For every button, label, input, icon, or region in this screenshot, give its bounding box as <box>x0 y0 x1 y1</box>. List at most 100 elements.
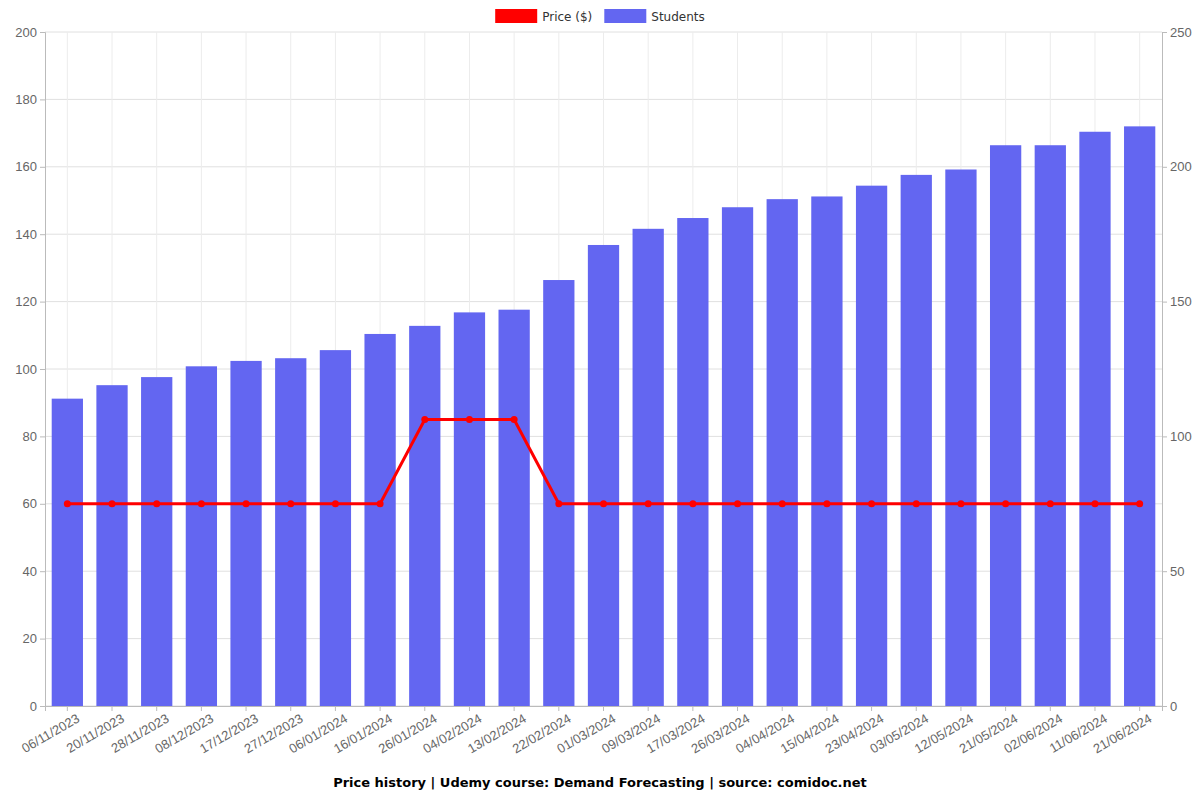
axis-line <box>46 707 1163 712</box>
bar <box>499 310 530 706</box>
marker <box>1002 500 1009 507</box>
line <box>67 420 1139 504</box>
marker <box>198 500 205 507</box>
tick: 0 <box>30 699 45 714</box>
bar <box>990 145 1021 706</box>
tick-label: 50 <box>1170 564 1184 579</box>
tick-mark <box>692 706 693 711</box>
chart: 0 20 40 60 80 100 120 140 160 180 2000 50 100 150 200 2… <box>0 0 1200 800</box>
y2-axis: 050100150200250 <box>1162 25 1192 714</box>
legend-label: Students <box>651 10 705 24</box>
bar <box>230 361 261 706</box>
tick-mark <box>112 706 113 711</box>
tick-label: 200 <box>15 25 37 40</box>
bar <box>901 175 932 706</box>
marker <box>734 500 741 507</box>
tick-mark <box>40 369 45 370</box>
tick-label: 40 <box>23 564 37 579</box>
marker <box>1136 500 1143 507</box>
tick-mark <box>603 706 604 711</box>
tick: 50 <box>1162 564 1184 579</box>
bar <box>454 312 485 706</box>
tick-mark <box>246 706 247 711</box>
axis-line <box>40 33 46 707</box>
tick-label: 60 <box>23 496 37 511</box>
bar <box>811 196 842 706</box>
tick: 60 <box>23 496 45 511</box>
tick-mark <box>1094 706 1095 711</box>
tick-mark <box>40 639 45 640</box>
tick: 80 <box>23 429 45 444</box>
tick: 180 <box>15 92 45 107</box>
tick-mark <box>916 706 917 711</box>
plot-area: 0 20 40 60 80 100 120 140 160 180 2000 50 100 150 200 2… <box>15 25 1191 757</box>
marker <box>511 416 518 423</box>
marker <box>243 500 250 507</box>
tick-mark <box>424 706 425 711</box>
tick-label: 21/06/2024 <box>1091 711 1155 757</box>
legend-label: Price ($) <box>542 10 592 24</box>
tick-label: 140 <box>15 227 37 242</box>
tick: 120 <box>15 294 45 309</box>
marker <box>555 500 562 507</box>
tick-mark <box>1162 302 1167 303</box>
marker <box>600 500 607 507</box>
tick-label: 180 <box>15 92 37 107</box>
tick: 200 <box>15 25 45 40</box>
tick: 200 <box>1162 159 1192 174</box>
tick-label: 150 <box>1170 294 1192 309</box>
bar <box>52 399 83 706</box>
marker <box>466 416 473 423</box>
tick: 21/06/2024 <box>1091 706 1155 756</box>
tick-label: 200 <box>1170 159 1192 174</box>
legend-item: Price ($) <box>495 9 592 24</box>
tick-mark <box>558 706 559 711</box>
tick: 40 <box>23 564 45 579</box>
tick-mark <box>201 706 202 711</box>
tick: 250 <box>1162 25 1192 40</box>
tick-mark <box>1139 706 1140 711</box>
tick-mark <box>737 706 738 711</box>
tick-label: 100 <box>15 362 37 377</box>
tick-label: 80 <box>23 429 37 444</box>
bar <box>141 377 172 706</box>
marker <box>823 500 830 507</box>
tick-mark <box>67 706 68 711</box>
bar <box>677 218 708 706</box>
y-axis: 0 20 40 60 80 100 120 140 160 180 200 <box>15 25 45 714</box>
tick-mark <box>1050 706 1051 711</box>
marker <box>689 500 696 507</box>
marker <box>421 416 428 423</box>
tick-label: 0 <box>30 699 37 714</box>
marker <box>645 500 652 507</box>
tick-mark <box>1162 436 1167 437</box>
marker <box>1047 500 1054 507</box>
bar <box>275 358 306 706</box>
marker <box>913 500 920 507</box>
tick: 100 <box>15 362 45 377</box>
data-layer <box>52 126 1156 706</box>
tick: 20 <box>23 631 45 646</box>
x-axis: 06/11/202320/11/202328/11/202308/12/2023… <box>19 706 1162 756</box>
tick-mark <box>40 571 45 572</box>
title: Price history | Udemy course: Demand For… <box>333 775 867 790</box>
tick: 160 <box>15 159 45 174</box>
tick-mark <box>335 706 336 711</box>
bar <box>856 186 887 706</box>
bar <box>1079 132 1110 706</box>
marker <box>153 500 160 507</box>
tick-mark <box>514 706 515 711</box>
tick-mark <box>156 706 157 711</box>
bar <box>767 199 798 706</box>
tick-label: 120 <box>15 294 37 309</box>
tick-mark <box>826 706 827 711</box>
tick-mark <box>1162 571 1167 572</box>
tick-label: 160 <box>15 159 37 174</box>
tick-mark <box>469 706 470 711</box>
tick-mark <box>380 706 381 711</box>
tick-mark <box>40 99 45 100</box>
markers <box>64 416 1143 507</box>
marker <box>1091 500 1098 507</box>
marker <box>332 500 339 507</box>
marker <box>377 500 384 507</box>
